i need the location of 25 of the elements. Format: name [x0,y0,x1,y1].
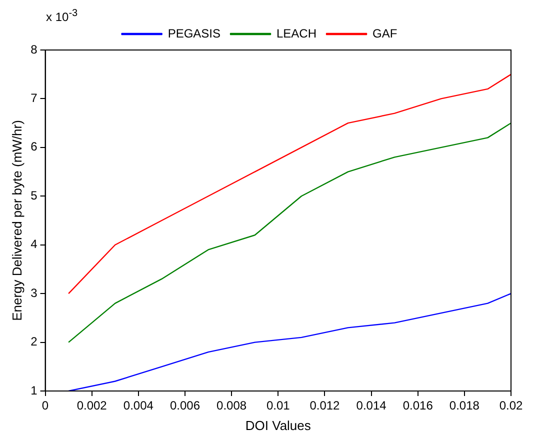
y-tick-label: 5 [30,188,38,202]
x-tick-label: 0 [42,398,49,413]
x-tick-label: 0.008 [216,398,247,413]
x-axis-title: DOI Values [245,418,312,433]
x-tick-label: 0.002 [76,398,108,413]
x-tick-label: 0.02 [499,398,523,413]
legend-label: PEGASIS [168,26,221,40]
legend-label: GAF [372,26,398,40]
x-tick-label: 0.01 [266,398,290,413]
y-tick-label: 4 [30,237,38,252]
y-axis-title: Energy Delivered per byte (mW/hr) [9,120,24,321]
legend-label: LEACH [276,26,317,40]
text: x 10$^{-3}$ [46,8,78,24]
x-tick-label: 0.006 [170,398,200,413]
y-tick-label: 7 [30,91,38,106]
x-tick-label: 0.004 [123,398,154,413]
x-tick-label: 0.016 [402,398,434,413]
y-tick-label: 3 [30,286,38,300]
y-tick-label: 8 [30,42,38,56]
x-tick-label: 0.012 [310,398,340,413]
x-tick-label: 0.018 [449,398,480,413]
y-tick-label: 1 [30,383,38,398]
x-tick-label: 0.014 [356,398,387,413]
y-tick-label: 2 [30,334,38,349]
y-tick-label: 6 [30,140,38,154]
